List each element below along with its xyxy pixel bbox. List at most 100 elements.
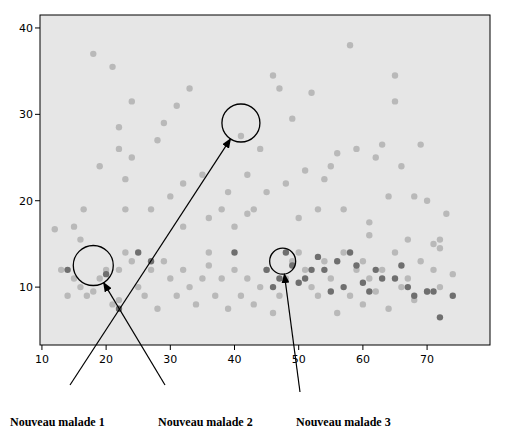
point — [257, 146, 263, 152]
point — [225, 306, 231, 312]
point — [308, 267, 314, 273]
point — [405, 236, 411, 242]
point — [186, 284, 192, 290]
point — [77, 284, 83, 290]
point — [154, 137, 160, 143]
point — [52, 226, 58, 232]
point — [199, 172, 205, 178]
point — [283, 275, 289, 281]
point — [366, 232, 372, 238]
point — [58, 267, 64, 273]
point — [116, 297, 122, 303]
point — [218, 206, 224, 212]
point — [373, 154, 379, 160]
point — [417, 141, 423, 147]
point — [161, 258, 167, 264]
annotation-circle — [73, 246, 113, 286]
point — [424, 288, 430, 294]
x-tick-label: 40 — [228, 353, 242, 366]
point — [109, 64, 115, 70]
point — [379, 141, 385, 147]
point — [270, 284, 276, 290]
point — [116, 124, 122, 130]
point — [321, 267, 327, 273]
point — [161, 120, 167, 126]
point — [379, 275, 385, 281]
point — [71, 223, 77, 229]
point — [180, 180, 186, 186]
point — [193, 301, 199, 307]
point — [321, 258, 327, 264]
point — [405, 275, 411, 281]
point — [360, 280, 366, 286]
point — [308, 90, 314, 96]
point — [225, 189, 231, 195]
point — [424, 288, 430, 294]
point — [180, 223, 186, 229]
point — [167, 275, 173, 281]
point — [116, 146, 122, 152]
point — [334, 258, 340, 264]
point — [373, 267, 379, 273]
point — [212, 293, 218, 299]
point — [206, 262, 212, 268]
annotation-label: Nouveau malade 3 — [296, 415, 391, 429]
point — [360, 301, 366, 307]
point — [276, 85, 282, 91]
point — [148, 267, 154, 273]
x-tick-label: 70 — [420, 353, 434, 366]
point — [373, 288, 379, 294]
point — [366, 219, 372, 225]
point — [430, 241, 436, 247]
point — [122, 206, 128, 212]
point — [97, 275, 103, 281]
point — [315, 254, 321, 260]
point — [334, 310, 340, 316]
annotation-arrow — [104, 283, 165, 385]
point — [257, 284, 263, 290]
y-tick — [35, 200, 40, 201]
point — [315, 293, 321, 299]
point — [437, 236, 443, 242]
point — [97, 163, 103, 169]
y-tick — [35, 287, 40, 288]
point — [417, 258, 423, 264]
point — [270, 72, 276, 78]
point — [450, 271, 456, 277]
y-tick-label: 30 — [19, 108, 33, 121]
annotation-label: Nouveau malade 2 — [158, 415, 253, 429]
point — [103, 271, 109, 277]
point — [392, 249, 398, 255]
point — [218, 275, 224, 281]
point — [424, 198, 430, 204]
x-tick — [41, 345, 42, 350]
point — [340, 284, 346, 290]
y-tick — [35, 114, 40, 115]
point — [340, 249, 346, 255]
annotation-label: Nouveau malade 1 — [10, 415, 105, 429]
point — [251, 206, 257, 212]
point — [315, 206, 321, 212]
point — [276, 293, 282, 299]
point — [244, 172, 250, 178]
point — [302, 275, 308, 281]
point — [302, 167, 308, 173]
point — [270, 310, 276, 316]
point — [437, 314, 443, 320]
point — [231, 249, 237, 255]
point — [206, 249, 212, 255]
point — [353, 262, 359, 268]
data-points — [52, 42, 456, 321]
point — [64, 267, 70, 273]
point — [154, 306, 160, 312]
point — [276, 275, 282, 281]
point — [321, 176, 327, 182]
point — [411, 193, 417, 199]
point — [334, 150, 340, 156]
annotations: Nouveau malade 1 Nouveau malade 2 Nouveau … — [10, 104, 391, 429]
point — [244, 275, 250, 281]
point — [186, 85, 192, 91]
point — [231, 267, 237, 273]
point — [347, 42, 353, 48]
point — [174, 293, 180, 299]
